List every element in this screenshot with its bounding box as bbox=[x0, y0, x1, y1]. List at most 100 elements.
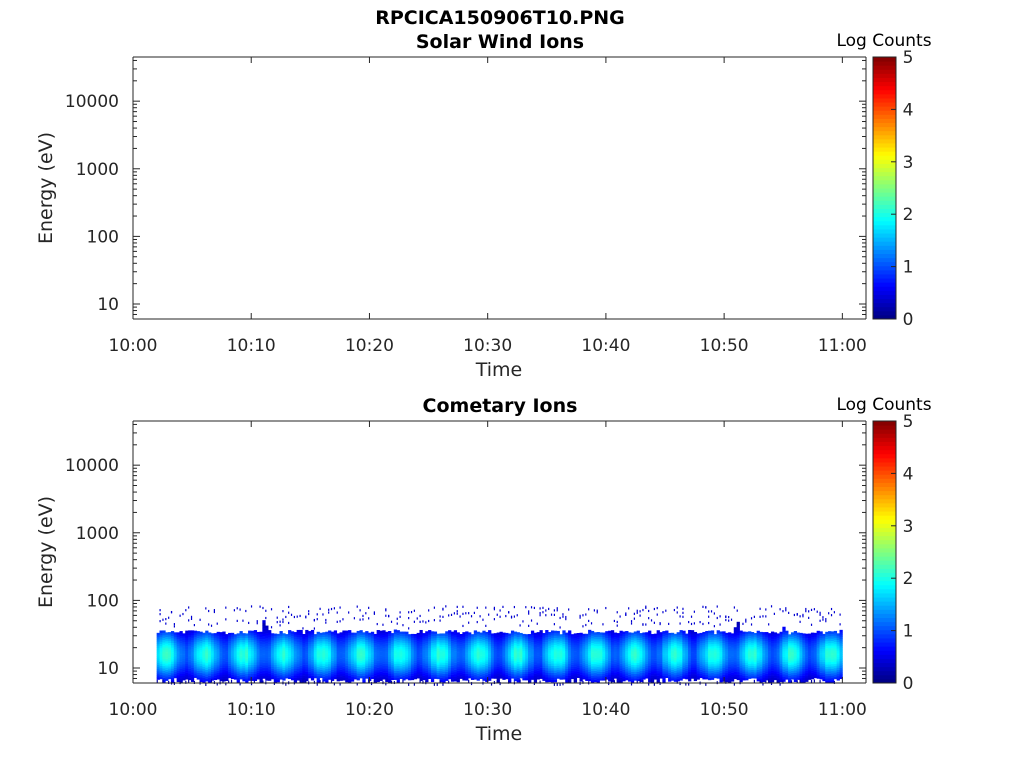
spectrogram-cell bbox=[254, 635, 257, 638]
spectrogram-cell bbox=[245, 667, 248, 670]
spectrogram-cell bbox=[308, 642, 311, 644]
spectrogram-cell bbox=[417, 668, 420, 670]
spectrogram-cell bbox=[548, 650, 551, 653]
spectrogram-cell bbox=[662, 643, 665, 646]
spectrogram-cell bbox=[488, 660, 491, 663]
spectrogram-cell bbox=[631, 672, 634, 675]
spectrogram-cell bbox=[511, 659, 514, 661]
spectrogram-cell bbox=[440, 649, 443, 652]
spectrogram-cell bbox=[640, 640, 643, 643]
spectrogram-cell bbox=[571, 650, 574, 652]
spectrogram-cell bbox=[268, 644, 271, 647]
spectrogram-cell bbox=[528, 647, 531, 650]
spectrogram-cell bbox=[697, 652, 700, 654]
sparse-count bbox=[362, 618, 363, 620]
spectrogram-cell bbox=[651, 665, 654, 667]
spectrogram-cell bbox=[462, 641, 465, 643]
spectrogram-cell bbox=[271, 642, 274, 644]
sparse-count bbox=[708, 622, 709, 624]
spectrogram-cell bbox=[171, 666, 174, 669]
spectrogram-cell bbox=[471, 657, 474, 659]
spectrogram-cell bbox=[482, 642, 485, 645]
spectrogram-cell bbox=[397, 635, 400, 638]
spectrogram-cell bbox=[648, 642, 651, 645]
spectrogram-cell bbox=[711, 666, 714, 669]
spectrogram-cell bbox=[682, 635, 685, 637]
spectrogram-cell bbox=[320, 665, 323, 667]
spectrogram-cell bbox=[502, 641, 505, 643]
spectrogram-cell bbox=[162, 642, 165, 645]
spectrogram-cell bbox=[234, 659, 237, 661]
spectrogram-cell bbox=[254, 632, 257, 635]
spectrogram-cell bbox=[422, 656, 425, 658]
spectrogram-cell bbox=[231, 672, 234, 674]
spectrogram-cell bbox=[402, 658, 405, 661]
spectrogram-cell bbox=[565, 655, 568, 658]
spectrogram-cell bbox=[174, 663, 177, 665]
spectrogram-cell bbox=[248, 642, 251, 645]
spectrogram-cell bbox=[717, 656, 720, 658]
spectrogram-cell bbox=[465, 654, 468, 657]
spectrogram-cell bbox=[534, 651, 537, 654]
spectrogram-cell bbox=[222, 650, 225, 653]
spectrogram-cell bbox=[474, 630, 477, 633]
spectrogram-cell bbox=[557, 648, 560, 650]
spectrogram-cell bbox=[282, 635, 285, 637]
spectrogram-cell bbox=[194, 669, 197, 671]
sparse-count bbox=[402, 624, 403, 626]
spectrogram-cell bbox=[265, 651, 268, 654]
spectrogram-cell bbox=[560, 638, 563, 640]
spectrogram-cell bbox=[214, 650, 217, 652]
spectrogram-cell bbox=[302, 654, 305, 656]
spectrogram-cell bbox=[337, 644, 340, 646]
spectrogram-cell bbox=[594, 659, 597, 662]
spectrogram-cell bbox=[662, 633, 665, 636]
spectrogram-cell bbox=[671, 633, 674, 635]
spectrogram-cell bbox=[354, 639, 357, 641]
spectrogram-cell bbox=[417, 645, 420, 647]
spectrogram-cell bbox=[188, 642, 191, 645]
spectrogram-cell bbox=[682, 646, 685, 648]
spectrogram-cell bbox=[505, 664, 508, 666]
spectrogram-cell bbox=[511, 637, 514, 639]
spectrogram-cell bbox=[517, 662, 520, 665]
spectrogram-cell bbox=[500, 670, 503, 672]
spectrogram-cell bbox=[362, 651, 365, 654]
spectrogram-cell bbox=[600, 645, 603, 647]
spectrogram-cell bbox=[437, 652, 440, 654]
spectrogram-cell bbox=[382, 630, 385, 633]
spectrogram-cell bbox=[505, 666, 508, 668]
spectrogram-cell bbox=[194, 652, 197, 654]
spectrogram-cell bbox=[245, 658, 248, 661]
spectrogram-cell bbox=[411, 646, 414, 648]
spectrogram-cell bbox=[328, 664, 331, 667]
spectrogram-cell bbox=[240, 670, 243, 672]
spectrogram-cell bbox=[551, 633, 554, 636]
spectrogram-cell bbox=[517, 657, 520, 660]
spectrogram-cell bbox=[634, 663, 637, 666]
spectrogram-cell bbox=[717, 652, 720, 654]
spectrogram-cell bbox=[208, 651, 211, 654]
spectrogram-cell bbox=[697, 663, 700, 665]
panel-title: Solar Wind Ions bbox=[416, 31, 584, 53]
sparse-count bbox=[400, 616, 401, 618]
spectrogram-cell bbox=[354, 643, 357, 645]
spectrogram-cell bbox=[400, 664, 403, 666]
spectrogram-cell bbox=[222, 661, 225, 664]
sparse-count bbox=[348, 611, 349, 613]
spectrogram-cell bbox=[697, 642, 700, 644]
spectrogram-cell bbox=[514, 676, 517, 679]
spectrogram-cell bbox=[665, 661, 668, 663]
spectrogram-cell bbox=[560, 640, 563, 642]
spectrogram-cell bbox=[234, 634, 237, 636]
spectrogram-cell bbox=[702, 651, 705, 653]
spectrogram-cell bbox=[540, 630, 543, 633]
spectrogram-cell bbox=[337, 675, 340, 677]
spectrogram-cell bbox=[240, 662, 243, 664]
spectrogram-cell bbox=[362, 637, 365, 640]
spectrogram-cell bbox=[620, 647, 623, 650]
spectrogram-cell bbox=[200, 641, 203, 644]
spectrogram-cell bbox=[600, 639, 603, 641]
spectrogram-cell bbox=[377, 639, 380, 642]
